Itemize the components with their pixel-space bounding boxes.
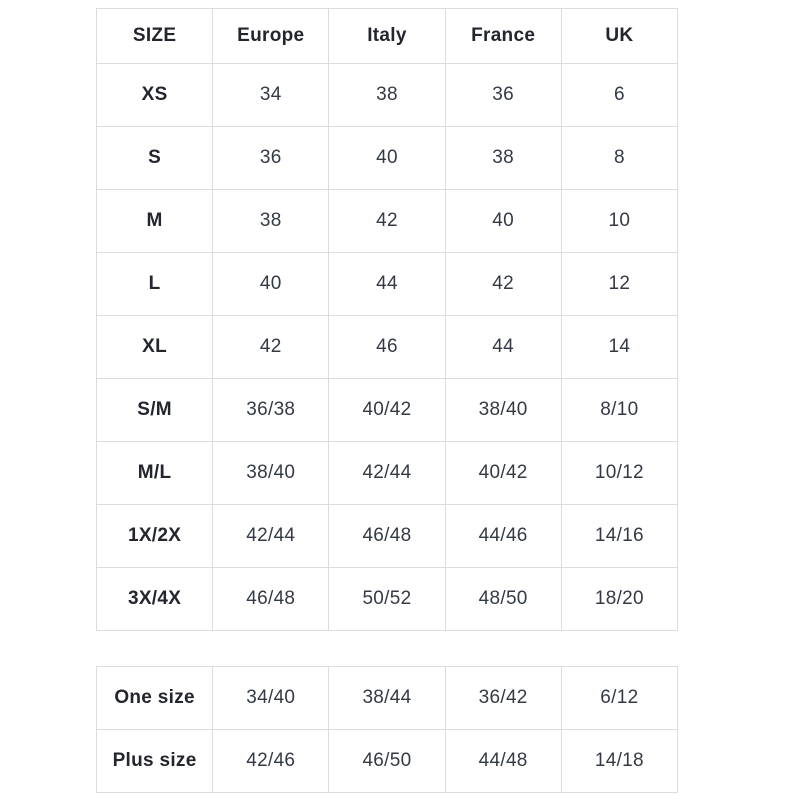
table-row: 3X/4X 46/48 50/52 48/50 18/20 <box>95 567 679 631</box>
value-cell: 38/44 <box>328 666 446 730</box>
value-cell: 44/48 <box>444 729 562 793</box>
value-cell: 42 <box>328 189 446 253</box>
header-cell-italy: Italy <box>328 8 446 64</box>
value-cell: 44 <box>328 252 446 316</box>
value-cell: 18/20 <box>560 567 679 631</box>
size-label-cell: L <box>95 252 214 316</box>
value-cell: 40 <box>328 126 446 190</box>
value-cell: 46/48 <box>328 504 446 568</box>
table-row: M/L 38/40 42/44 40/42 10/12 <box>95 441 679 505</box>
value-cell: 40/42 <box>444 441 562 505</box>
size-label-cell: 1X/2X <box>95 504 214 568</box>
size-label-cell: S/M <box>95 378 214 442</box>
header-cell-europe: Europe <box>212 8 330 64</box>
table-row: M 38 42 40 10 <box>95 189 679 253</box>
table-row: L 40 44 42 12 <box>95 252 679 316</box>
value-cell: 34/40 <box>212 666 330 730</box>
value-cell: 10 <box>560 189 679 253</box>
table-row-plus-size: Plus size 42/46 46/50 44/48 14/18 <box>95 729 679 793</box>
size-label-cell: M <box>95 189 214 253</box>
value-cell: 46/50 <box>328 729 446 793</box>
value-cell: 38 <box>212 189 330 253</box>
value-cell: 8/10 <box>560 378 679 442</box>
value-cell: 44/46 <box>444 504 562 568</box>
value-cell: 38 <box>444 126 562 190</box>
size-label-cell: One size <box>95 666 214 730</box>
value-cell: 14/18 <box>560 729 679 793</box>
value-cell: 50/52 <box>328 567 446 631</box>
size-label-cell: Plus size <box>95 729 214 793</box>
size-label-cell: S <box>95 126 214 190</box>
value-cell: 42/46 <box>212 729 330 793</box>
value-cell: 14/16 <box>560 504 679 568</box>
value-cell: 36 <box>444 63 562 127</box>
table-row: XS 34 38 36 6 <box>95 63 679 127</box>
table-row-one-size: One size 34/40 38/44 36/42 6/12 <box>95 666 679 730</box>
value-cell: 40 <box>444 189 562 253</box>
value-cell: 42 <box>444 252 562 316</box>
size-label-cell: M/L <box>95 441 214 505</box>
value-cell: 44 <box>444 315 562 379</box>
value-cell: 10/12 <box>560 441 679 505</box>
value-cell: 46/48 <box>212 567 330 631</box>
value-cell: 38/40 <box>444 378 562 442</box>
size-conversion-table: SIZE Europe Italy France UK XS 34 38 36 … <box>95 8 679 631</box>
size-label-cell: XL <box>95 315 214 379</box>
header-row: SIZE Europe Italy France UK <box>95 8 679 64</box>
value-cell: 38 <box>328 63 446 127</box>
special-sizes-table: One size 34/40 38/44 36/42 6/12 Plus siz… <box>95 666 679 793</box>
size-chart: SIZE Europe Italy France UK XS 34 38 36 … <box>95 8 679 793</box>
value-cell: 38/40 <box>212 441 330 505</box>
header-cell-france: France <box>444 8 562 64</box>
table-row: 1X/2X 42/44 46/48 44/46 14/16 <box>95 504 679 568</box>
value-cell: 40 <box>212 252 330 316</box>
value-cell: 6 <box>560 63 679 127</box>
header-cell-size: SIZE <box>95 8 214 64</box>
value-cell: 46 <box>328 315 446 379</box>
value-cell: 36 <box>212 126 330 190</box>
table-row: S/M 36/38 40/42 38/40 8/10 <box>95 378 679 442</box>
value-cell: 42/44 <box>212 504 330 568</box>
value-cell: 36/42 <box>444 666 562 730</box>
size-label-cell: XS <box>95 63 214 127</box>
value-cell: 6/12 <box>560 666 679 730</box>
value-cell: 48/50 <box>444 567 562 631</box>
size-label-cell: 3X/4X <box>95 567 214 631</box>
table-row: XL 42 46 44 14 <box>95 315 679 379</box>
value-cell: 36/38 <box>212 378 330 442</box>
value-cell: 42 <box>212 315 330 379</box>
value-cell: 40/42 <box>328 378 446 442</box>
value-cell: 8 <box>560 126 679 190</box>
table-row: S 36 40 38 8 <box>95 126 679 190</box>
value-cell: 14 <box>560 315 679 379</box>
value-cell: 42/44 <box>328 441 446 505</box>
header-cell-uk: UK <box>560 8 679 64</box>
value-cell: 12 <box>560 252 679 316</box>
value-cell: 34 <box>212 63 330 127</box>
